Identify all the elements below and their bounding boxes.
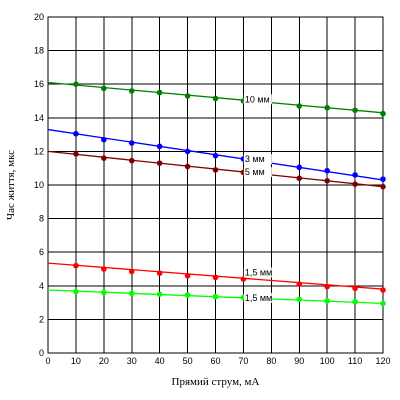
data-point — [73, 262, 79, 269]
x-axis-title: Прямий струм, мА — [172, 376, 260, 388]
y-tick-label: 8 — [39, 214, 44, 224]
series-label: 1,5 мм — [245, 293, 272, 303]
x-tick-label: 30 — [127, 356, 137, 366]
data-point — [296, 164, 303, 171]
data-point — [212, 167, 219, 173]
series-label: 3 мм — [245, 154, 265, 164]
data-point — [128, 140, 135, 146]
x-tick-label: 100 — [320, 356, 335, 366]
y-tick-label: 6 — [39, 247, 44, 257]
data-point — [156, 270, 163, 277]
data-point — [128, 88, 135, 94]
x-tick-label: 90 — [294, 356, 304, 366]
data-point — [184, 292, 191, 298]
series-label-bg — [243, 167, 272, 178]
data-point — [240, 276, 247, 282]
data-point — [352, 181, 358, 187]
data-point — [212, 274, 219, 281]
data-point — [184, 272, 191, 279]
data-point — [128, 268, 135, 275]
data-point — [352, 298, 358, 305]
data-point — [73, 130, 79, 137]
data-point — [380, 183, 386, 190]
series-2 — [47, 128, 386, 182]
x-tick-label: 10 — [71, 356, 81, 366]
x-tick-label: 60 — [210, 356, 220, 366]
y-tick-label: 16 — [34, 79, 44, 89]
series-1 — [47, 81, 386, 117]
x-tick-label: 0 — [45, 356, 50, 366]
y-tick-label: 20 — [34, 12, 44, 22]
data-point — [101, 155, 107, 161]
data-point — [380, 110, 386, 117]
data-point — [73, 288, 79, 295]
series-label: 5 мм — [245, 167, 265, 177]
data-point — [212, 293, 219, 300]
series-3 — [47, 150, 386, 190]
data-point — [380, 176, 386, 182]
series-labels: 10 мм 3 мм 5 мм 1,5 мм 1,5 мм — [243, 94, 272, 303]
series-label: 1,5 мм — [245, 267, 272, 277]
x-tick-label: 110 — [348, 356, 362, 366]
data-point — [128, 290, 135, 297]
data-point — [296, 103, 303, 109]
data-point — [128, 157, 135, 164]
series-label-bg — [243, 94, 272, 105]
y-tick-label: 14 — [34, 113, 44, 123]
data-point — [101, 266, 107, 272]
y-tick-label: 12 — [34, 146, 44, 156]
data-point — [212, 152, 219, 159]
data-point — [156, 160, 163, 166]
data-point — [324, 178, 330, 184]
x-tick-label: 80 — [266, 356, 276, 366]
data-point — [324, 167, 330, 174]
series-group — [47, 81, 386, 307]
data-point — [101, 289, 107, 296]
grid — [47, 16, 384, 354]
x-tick-label: 70 — [238, 356, 248, 366]
data-point — [324, 298, 330, 304]
data-point — [212, 95, 219, 102]
data-point — [324, 104, 330, 111]
data-point — [156, 143, 163, 150]
data-point — [380, 287, 386, 293]
y-tick-label: 10 — [34, 180, 44, 190]
x-tick-label: 50 — [183, 356, 193, 366]
y-axis-title: Час життя, мкс — [5, 150, 17, 220]
series-label: 10 мм — [245, 94, 270, 104]
data-point — [296, 175, 303, 182]
data-point — [73, 81, 79, 87]
tick-labels: 0 10 20 30 40 50 60 70 80 90 100 110 120 0 2 4 6 8 10 12 14 1… — [34, 12, 391, 366]
data-point — [156, 89, 163, 96]
x-tick-label: 20 — [99, 356, 109, 366]
data-point — [352, 172, 358, 178]
series-5 — [47, 288, 386, 307]
data-point — [184, 148, 191, 155]
data-point — [324, 283, 330, 290]
series-label-bg — [243, 154, 272, 165]
series-label-bg — [243, 267, 272, 278]
y-tick-label: 0 — [39, 348, 44, 358]
y-tick-label: 2 — [39, 314, 44, 324]
data-point — [156, 291, 163, 298]
y-tick-label: 18 — [34, 46, 44, 56]
data-point — [101, 85, 107, 92]
series-4 — [47, 262, 386, 293]
data-point — [184, 163, 191, 170]
data-point — [101, 136, 107, 143]
y-tick-label: 4 — [39, 281, 44, 291]
data-point — [352, 107, 358, 114]
data-point — [352, 285, 358, 292]
data-point — [73, 151, 79, 157]
series-label-bg — [243, 292, 272, 303]
data-point — [380, 300, 386, 307]
x-tick-label: 40 — [155, 356, 165, 366]
x-tick-label: 120 — [375, 356, 390, 366]
data-point — [296, 296, 303, 303]
data-point — [296, 281, 303, 287]
data-point — [184, 93, 191, 99]
